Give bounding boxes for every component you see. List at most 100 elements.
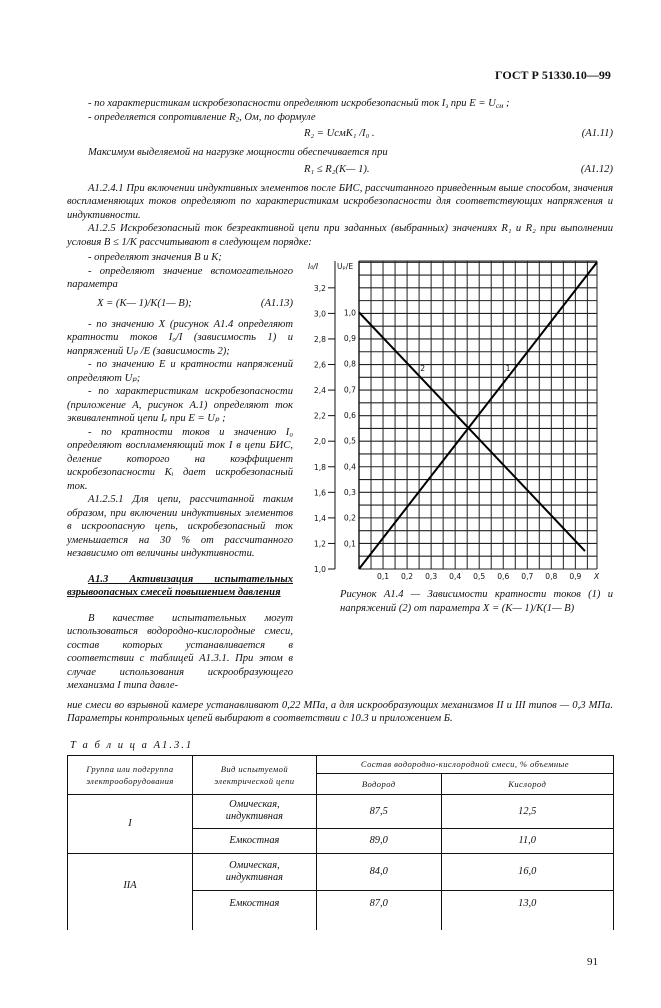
step-1: - определяют значения B и K;	[88, 252, 222, 263]
circuit-cell: Емкостная	[191, 827, 317, 854]
table-row: Емкостная 87,0 13,0	[68, 889, 614, 930]
subscript: з	[445, 102, 449, 110]
paragraph-a1-2-5: A1.2.5 Искробезопасный ток безреактивной…	[67, 223, 613, 248]
section-title-a1-3: A1.3 Активизация испытательных взрывоопа…	[67, 573, 293, 599]
circuit-cell: Омическая, индуктивная	[191, 793, 317, 829]
x-axis-tick-label: 0,7	[521, 572, 533, 581]
left-axis-tick-label: 1,4	[314, 514, 326, 523]
top-text-block: - по характеристикам искробезопасности о…	[67, 97, 613, 249]
oxygen-cell: 13,0	[440, 889, 614, 930]
figure-column: 1,0 1,2 1,4 1,6 1,8 2,0 2,2 2,4 2,6 2,8 3,0 3,2 0,1 0…	[300, 251, 613, 616]
step-2: - определяют значение вспомогательного п…	[67, 265, 293, 291]
left-axis-tick-label: 1,6	[314, 488, 326, 497]
table-row: I Омическая, индуктивная 87,5 12,5	[67, 793, 614, 854]
item-resistance: - определяется сопротивление R2, Ом, по …	[67, 111, 613, 125]
figure-caption: Рисунок A1.4 — Зависимости кратности ток…	[340, 589, 613, 614]
standard-header: ГОСТ Р 51330.10—99	[495, 68, 611, 82]
mixture-table: Группа или подгруппа электрооборудования…	[67, 754, 615, 930]
left-axis-tick-label: 2,4	[314, 386, 326, 395]
group-cell: IIA	[67, 852, 193, 930]
header-circuit: Вид испытуемой электрической цепи	[191, 754, 317, 795]
right-axis-tick-label: 0,7	[344, 385, 356, 394]
right-axis-tick-label: 0,4	[344, 462, 356, 471]
formula-text: X = (K— 1)/K(1— B);	[97, 297, 192, 309]
text: - по характеристикам искробезопасности о…	[88, 98, 446, 109]
subscript: см	[495, 102, 504, 110]
left-axis-tick-label: 3,0	[314, 309, 326, 318]
page-body: - по характеристикам искробезопасности о…	[67, 97, 615, 1008]
left-axis-tick-label: 2,8	[314, 335, 326, 344]
hydrogen-cell: 87,5	[315, 793, 442, 829]
right-axis-tick-label: 0,1	[344, 539, 356, 548]
series-line-2	[358, 311, 586, 552]
right-axis-tick-label: 0,9	[344, 334, 356, 343]
x-axis-tick-label: 0,1	[377, 572, 389, 581]
paragraph-a1-2-5-1: A1.2.5.1 Для цепи, рассчитанной таким об…	[67, 494, 293, 559]
left-axis-tick-label: 1,2	[314, 539, 326, 548]
table-row: Емкостная 89,0 11,0	[68, 827, 614, 854]
formula-number: (A1.12)	[580, 163, 613, 175]
formula-a1-11: R₂ = UсмK₁ /I₀ . (A1.11)	[67, 124, 613, 144]
circuit-cell: Емкостная	[191, 889, 317, 930]
hydrogen-cell: 87,0	[315, 889, 442, 930]
formula-a1-12: R₁ ≤ R₂(K— 1). (A1.12)	[67, 160, 613, 180]
hydrogen-cell: 84,0	[315, 852, 442, 891]
header-group: Группа или подгруппа электрооборудования	[67, 754, 193, 795]
figure-a1-4-chart: 1,0 1,2 1,4 1,6 1,8 2,0 2,2 2,4 2,6 2,8 3,0 3,2 0,1 0…	[308, 260, 600, 581]
x-axis-tick-label: 0,6	[497, 572, 509, 581]
right-axis-tick-label: 0,3	[344, 488, 356, 497]
header-composition: Состав водородно-кислородной смеси, % об…	[315, 754, 615, 774]
left-axis-tick-label: 1,8	[314, 463, 326, 472]
text: при E = U	[448, 98, 496, 109]
left-column: - определяют значения B и K; - определяю…	[67, 251, 293, 693]
header-oxygen: Кислород	[440, 772, 614, 795]
page-number: 91	[587, 956, 598, 968]
right-axis-tick-label: 0,8	[344, 360, 356, 369]
x-axis-label: X	[593, 572, 600, 581]
left-axis-tick-label: 2,2	[314, 412, 326, 421]
step-3: - по значению X (рисунок A1.4 определяют…	[67, 318, 293, 357]
series-line-1	[358, 261, 598, 570]
group-cell: I	[67, 793, 193, 854]
table-row: IIA Омическая, индуктивная 84,0 16,0	[67, 852, 614, 930]
formula-text: R₁ ≤ R₂(K— 1).	[304, 163, 370, 175]
x-axis-tick-label: 0,3	[425, 572, 437, 581]
left-axis-tick-label: 3,2	[314, 284, 326, 293]
table-title: Т а б л и ц а A1.3.1	[70, 739, 194, 751]
right-axis-tick-label: 0,2	[344, 514, 356, 523]
max-power-text: Максимум выделяемой на нагрузке мощности…	[88, 147, 388, 158]
paragraph-a1-2-4-1: A1.2.4.1 При включении индуктивных элеме…	[67, 182, 613, 221]
formula-number: (A1.13)	[260, 297, 293, 309]
x-axis-tick-label: 0,9	[569, 572, 581, 581]
formula-number: (A1.11)	[581, 128, 613, 139]
series-label-1: 1	[506, 364, 511, 373]
left-axis-label: I₀/I	[308, 262, 319, 271]
step-4: - по значению E и кратности напряжений о…	[67, 359, 293, 384]
text: , Ом, по формуле	[239, 111, 316, 123]
x-axis-tick-label: 0,2	[401, 572, 413, 581]
text: ;	[503, 98, 510, 109]
bottom-paragraph: ние смеси во взрывной камере устанавлива…	[67, 699, 613, 725]
x-axis-tick-label: 0,4	[449, 572, 461, 581]
step-6: - по кратности токов и значению I₀ опред…	[67, 426, 293, 492]
item-safety-current: - по характеристикам искробезопасности о…	[67, 97, 613, 111]
formula-a1-13: X = (K— 1)/K(1— B); (A1.13)	[67, 292, 293, 314]
formula-text: R₂ = UсмK₁ /I₀ .	[304, 128, 375, 139]
x-axis-tick-label: 0,5	[473, 572, 485, 581]
oxygen-cell: 16,0	[440, 852, 614, 891]
right-axis-tick-label: 0,5	[344, 437, 356, 446]
paragraph-a1-3: В качестве испытательных могут использов…	[67, 612, 293, 692]
subscript: 2	[235, 115, 240, 124]
hydrogen-cell: 89,0	[315, 827, 442, 854]
oxygen-cell: 12,5	[440, 793, 614, 829]
text: - определяется сопротивление R	[88, 111, 236, 123]
right-axis-tick-label: 0,6	[344, 411, 356, 420]
step-5: - по характеристикам искробезопасности (…	[67, 386, 293, 424]
left-axis-tick-label: 1,0	[314, 565, 326, 574]
series-label-2: 2	[420, 364, 425, 373]
two-column-section: - определяют значения B и K; - определяю…	[67, 251, 613, 693]
header-hydrogen: Водород	[315, 772, 442, 795]
circuit-cell: Омическая, индуктивная	[191, 852, 317, 891]
right-axis-label: Uₚ/E	[337, 262, 353, 271]
x-axis-tick-label: 0,8	[545, 572, 557, 581]
